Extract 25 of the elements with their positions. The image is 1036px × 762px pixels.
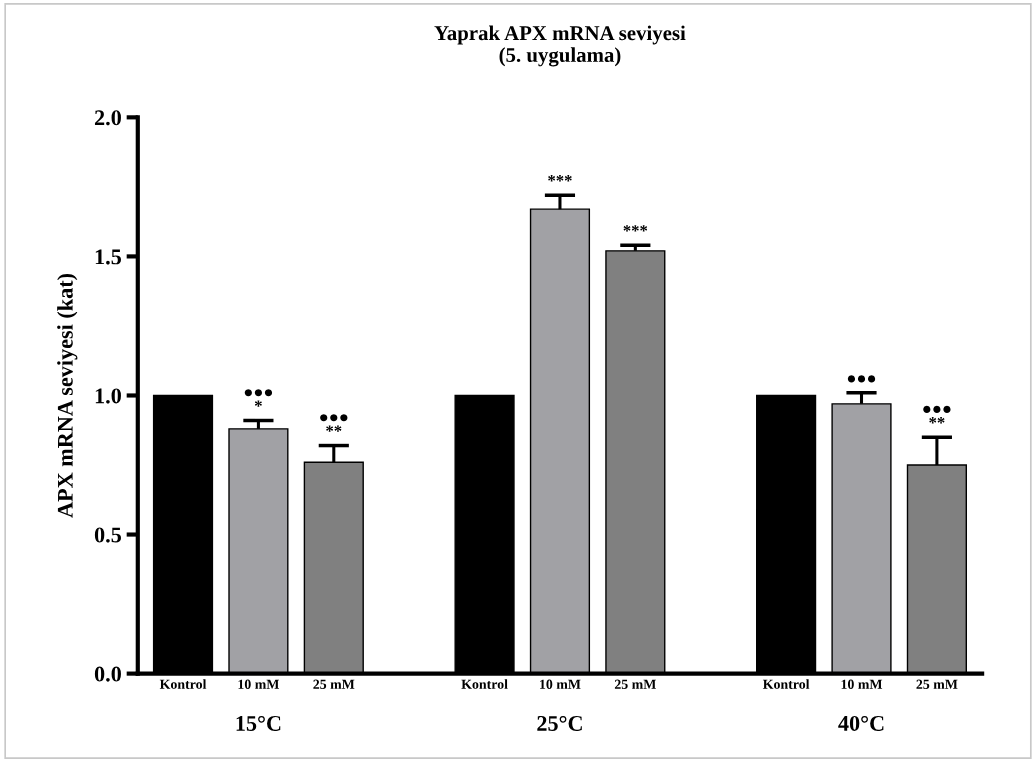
data-label: ●●● **: [320, 414, 348, 432]
data-label: ●●●: [847, 375, 876, 383]
data-label: ***: [623, 225, 648, 232]
x-tick-label: 10 mM: [238, 679, 280, 689]
chart-title: Yaprak APX mRNA seviyesi (5. uygulama): [434, 25, 686, 67]
y-tick-label: 0.5: [94, 527, 121, 543]
text: 40°C: [838, 715, 884, 731]
y-tick-label: 1.5: [95, 249, 121, 265]
x-tick-label: 25 mM: [313, 679, 355, 689]
data-label: ***: [548, 175, 572, 182]
y-tick-label: 2.0: [94, 110, 121, 126]
x-tick-label: 25 mM: [916, 679, 958, 689]
x-tick-label: Kontrol: [159, 679, 207, 689]
data-label: ●●● *: [244, 389, 273, 407]
x-tick-label: Kontrol: [762, 679, 810, 689]
y-axis-title: APX mRNA seviyesi (kat): [57, 273, 78, 518]
x-tick-label: Kontrol: [461, 679, 508, 689]
x-tick-label: 10 mM: [540, 679, 581, 689]
y-tick-label: 0.0: [94, 666, 121, 682]
text: 25°C: [537, 715, 582, 731]
y-tick-label: 1.0: [95, 388, 121, 404]
data-label: ●●● **: [923, 405, 951, 424]
text: 15°C: [236, 715, 281, 731]
x-tick-label: 10 mM: [841, 679, 883, 689]
x-tick-label: 25 mM: [614, 679, 656, 689]
